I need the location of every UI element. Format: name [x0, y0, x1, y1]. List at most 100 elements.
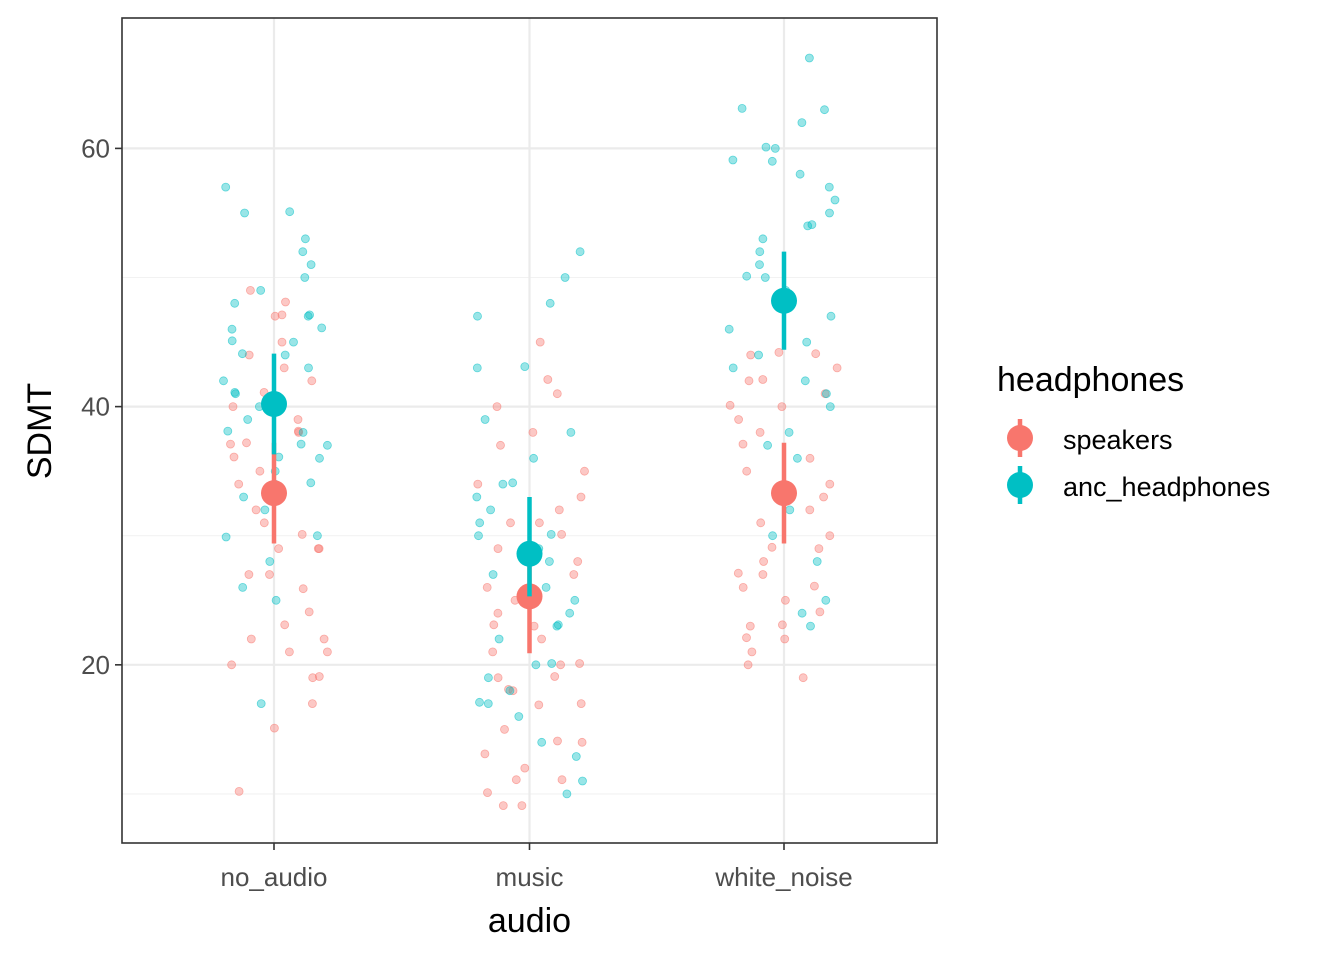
mean-point-anc-headphones: [516, 540, 543, 567]
data-point-speakers: [322, 647, 332, 657]
data-point-anc-headphones: [221, 182, 231, 192]
mean-point-speakers: [261, 480, 287, 507]
data-point-anc-headphones: [322, 440, 332, 450]
data-point-speakers: [742, 633, 751, 643]
data-point-anc-headphones: [742, 271, 752, 281]
data-point-speakers: [227, 660, 237, 670]
data-point-speakers: [307, 376, 317, 386]
data-point-anc-headphones: [767, 156, 777, 166]
data-point-anc-headphones: [239, 492, 249, 502]
data-point-anc-headphones: [306, 260, 316, 270]
data-point-anc-headphones: [547, 659, 557, 668]
data-point-anc-headphones: [824, 182, 834, 192]
data-point-anc-headphones: [541, 583, 551, 592]
data-point-speakers: [259, 518, 269, 528]
data-point-anc-headphones: [545, 557, 554, 566]
data-point-speakers: [798, 673, 808, 683]
data-point-speakers: [725, 400, 735, 410]
data-point-speakers: [576, 492, 586, 502]
data-point-anc-headphones: [472, 492, 482, 502]
data-point-speakers: [511, 775, 521, 785]
legend-label-anc-headphones: anc_headphones: [1063, 472, 1270, 502]
data-point-speakers: [246, 634, 256, 644]
legend-title: headphones: [997, 361, 1184, 399]
data-point-speakers: [270, 311, 280, 321]
data-point-anc-headphones: [802, 337, 812, 347]
y-tick-label: 20: [81, 650, 110, 680]
data-point-speakers: [780, 634, 790, 644]
data-point-anc-headphones: [805, 53, 814, 63]
data-point-speakers: [825, 479, 835, 489]
x-tick-label: no_audio: [221, 862, 328, 892]
data-point-anc-headphones: [475, 697, 484, 707]
data-point-anc-headphones: [256, 285, 266, 295]
data-point-speakers: [277, 310, 287, 320]
data-point-anc-headphones: [825, 208, 834, 218]
data-point-anc-headphones: [304, 363, 313, 373]
data-point-anc-headphones: [498, 479, 508, 489]
x-tick-label: white_noise: [714, 862, 852, 892]
data-point-speakers: [308, 673, 318, 683]
data-point-speakers: [242, 438, 251, 448]
data-point-speakers: [297, 530, 307, 539]
data-point-anc-headphones: [483, 699, 493, 708]
data-point-anc-headphones: [797, 118, 807, 127]
data-point-anc-headphones: [755, 247, 765, 257]
data-point-anc-headphones: [473, 311, 482, 321]
data-point-speakers: [767, 542, 777, 552]
data-point-anc-headphones: [265, 557, 275, 566]
data-point-speakers: [319, 634, 329, 644]
data-point-anc-headphones: [825, 402, 835, 412]
data-point-anc-headphones: [230, 387, 240, 397]
data-point-anc-headphones: [472, 363, 482, 373]
data-point-speakers: [234, 787, 244, 796]
data-point-speakers: [493, 544, 503, 553]
mean-point-anc-headphones: [771, 287, 797, 314]
data-point-speakers: [307, 699, 317, 708]
data-point-speakers: [738, 439, 748, 449]
data-point-anc-headphones: [280, 350, 290, 360]
data-point-speakers: [284, 647, 294, 657]
mean-point-speakers: [771, 480, 797, 507]
data-point-speakers: [228, 402, 238, 412]
data-point-speakers: [304, 607, 314, 617]
data-point-anc-headphones: [578, 776, 587, 786]
data-point-anc-headphones: [728, 155, 738, 165]
data-point-speakers: [298, 584, 308, 594]
data-point-anc-headphones: [754, 350, 763, 360]
data-point-anc-headphones: [494, 634, 504, 644]
data-point-anc-headphones: [553, 620, 563, 630]
data-point-anc-headphones: [296, 439, 306, 449]
data-point-speakers: [245, 285, 255, 295]
data-point-anc-headphones: [830, 195, 840, 205]
data-point-anc-headphones: [570, 595, 580, 605]
data-point-anc-headphones: [223, 426, 233, 436]
data-point-anc-headphones: [305, 310, 315, 320]
y-axis-title: SDMT: [21, 383, 59, 479]
data-point-anc-headphones: [797, 608, 807, 618]
data-point-speakers: [744, 376, 754, 386]
data-point-speakers: [781, 595, 790, 605]
data-point-speakers: [535, 337, 545, 347]
data-point-speakers: [234, 479, 244, 489]
data-point-speakers: [550, 672, 560, 681]
data-point-speakers: [825, 531, 835, 541]
data-point-speakers: [537, 634, 546, 644]
data-point-anc-headphones: [531, 660, 541, 670]
data-point-speakers: [815, 607, 825, 617]
data-point-anc-headphones: [571, 752, 581, 761]
data-point-speakers: [281, 297, 290, 307]
data-point-anc-headphones: [271, 595, 281, 605]
data-point-anc-headphones: [219, 376, 228, 386]
data-point-speakers: [554, 505, 564, 515]
data-point-speakers: [498, 801, 508, 810]
data-point-anc-headphones: [760, 273, 770, 282]
data-point-speakers: [506, 518, 515, 528]
data-point-anc-headphones: [312, 531, 322, 541]
data-point-speakers: [226, 439, 235, 449]
data-point-anc-headphones: [480, 415, 490, 424]
data-point-anc-headphones: [285, 207, 295, 217]
data-point-anc-headphones: [724, 324, 734, 334]
data-point-speakers: [492, 402, 502, 412]
data-point-anc-headphones: [758, 234, 768, 244]
